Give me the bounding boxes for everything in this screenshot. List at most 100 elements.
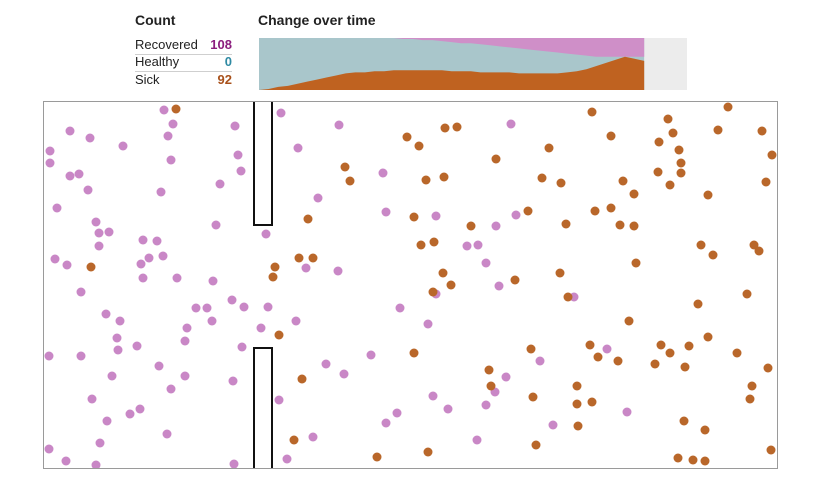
recovered-person-dot	[472, 435, 482, 445]
chart-title: Change over time	[258, 12, 376, 28]
sick-person-dot	[409, 348, 419, 358]
sick-person-dot	[606, 203, 616, 213]
sick-person-dot	[656, 340, 666, 350]
sick-person-dot	[757, 126, 767, 136]
sick-person-dot	[537, 173, 547, 183]
recovered-person-dot	[431, 211, 441, 221]
count-label-healthy: Healthy	[135, 54, 180, 69]
recovered-person-dot	[44, 444, 54, 454]
recovered-person-dot	[107, 371, 117, 381]
recovered-person-dot	[293, 143, 303, 153]
recovered-person-dot	[95, 438, 105, 448]
recovered-person-dot	[321, 359, 331, 369]
sick-person-dot	[289, 435, 299, 445]
recovered-person-dot	[76, 351, 86, 361]
sick-person-dot	[409, 212, 419, 222]
recovered-person-dot	[158, 251, 168, 261]
sick-person-dot	[723, 102, 733, 112]
recovered-person-dot	[44, 351, 54, 361]
recovered-person-dot	[180, 371, 190, 381]
recovered-person-dot	[334, 120, 344, 130]
sick-person-dot	[650, 359, 660, 369]
recovered-person-dot	[144, 253, 154, 263]
sick-person-dot	[606, 131, 616, 141]
sick-person-dot	[585, 340, 595, 350]
recovered-person-dot	[366, 350, 376, 360]
recovered-person-dot	[233, 150, 243, 160]
sick-person-dot	[684, 341, 694, 351]
sick-person-dot	[676, 158, 686, 168]
recovered-person-dot	[132, 341, 142, 351]
recovered-person-dot	[274, 395, 284, 405]
sick-person-dot	[531, 440, 541, 450]
recovered-person-dot	[87, 394, 97, 404]
recovered-person-dot	[202, 303, 212, 313]
recovered-person-dot	[191, 303, 201, 313]
recovered-person-dot	[163, 131, 173, 141]
sick-person-dot	[745, 394, 755, 404]
sick-person-dot	[429, 237, 439, 247]
sick-person-dot	[680, 362, 690, 372]
sick-person-dot	[439, 172, 449, 182]
sick-person-dot	[555, 268, 565, 278]
recovered-person-dot	[481, 400, 491, 410]
sick-person-dot	[703, 190, 713, 200]
recovered-person-dot	[602, 344, 612, 354]
sick-person-dot	[486, 381, 496, 391]
chart-area-sick	[259, 56, 645, 90]
chart-future-region	[644, 38, 687, 90]
recovered-person-dot	[207, 316, 217, 326]
sick-person-dot	[653, 167, 663, 177]
sick-person-dot	[440, 123, 450, 133]
recovered-person-dot	[138, 235, 148, 245]
sick-person-dot	[345, 176, 355, 186]
recovered-person-dot	[138, 273, 148, 283]
sick-person-dot	[414, 141, 424, 151]
sick-person-dot	[679, 416, 689, 426]
count-label-recovered: Recovered	[135, 37, 198, 52]
count-row-recovered: Recovered 108	[135, 37, 232, 54]
sick-person-dot	[663, 114, 673, 124]
recovered-person-dot	[115, 316, 125, 326]
sick-person-dot	[297, 374, 307, 384]
sick-person-dot	[274, 330, 284, 340]
sick-person-dot	[526, 344, 536, 354]
recovered-person-dot	[511, 210, 521, 220]
sick-person-dot	[466, 221, 476, 231]
recovered-person-dot	[501, 372, 511, 382]
recovered-person-dot	[62, 260, 72, 270]
sick-person-dot	[268, 272, 278, 282]
sick-person-dot	[270, 262, 280, 272]
sick-person-dot	[754, 246, 764, 256]
sick-person-dot	[674, 145, 684, 155]
sick-person-dot	[615, 220, 625, 230]
sick-person-dot	[590, 206, 600, 216]
recovered-person-dot	[227, 295, 237, 305]
recovered-person-dot	[166, 384, 176, 394]
recovered-person-dot	[237, 342, 247, 352]
count-row-sick: Sick 92	[135, 72, 232, 89]
count-title: Count	[135, 12, 176, 28]
sick-person-dot	[708, 250, 718, 260]
recovered-person-dot	[256, 323, 266, 333]
sick-person-dot	[86, 262, 96, 272]
count-divider	[135, 54, 232, 55]
sick-person-dot	[438, 268, 448, 278]
count-label-sick: Sick	[135, 72, 160, 87]
sick-person-dot	[491, 154, 501, 164]
recovered-person-dot	[261, 229, 271, 239]
recovered-person-dot	[423, 319, 433, 329]
recovered-person-dot	[381, 207, 391, 217]
recovered-person-dot	[102, 416, 112, 426]
sick-person-dot	[523, 206, 533, 216]
recovered-person-dot	[136, 259, 146, 269]
recovered-person-dot	[301, 263, 311, 273]
recovered-person-dot	[443, 404, 453, 414]
sick-person-dot	[556, 178, 566, 188]
sick-person-dot	[294, 253, 304, 263]
simulation-area	[43, 101, 778, 469]
sick-person-dot	[613, 356, 623, 366]
sick-person-dot	[763, 363, 773, 373]
sick-person-dot	[665, 180, 675, 190]
recovered-person-dot	[473, 240, 483, 250]
